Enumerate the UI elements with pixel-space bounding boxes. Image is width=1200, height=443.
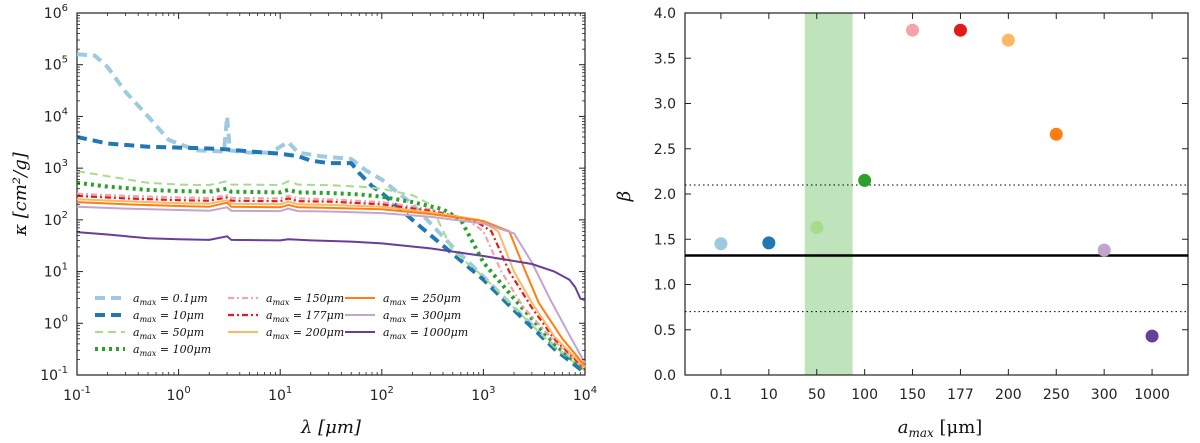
kappa-y-ticks: 10-1 100 101 102 103 104 105 106 [40,3,585,384]
kappa-legend: amax = 0.1μm amax = 10μm amax = 50μm amax =… [95,292,468,358]
beta-points-group [714,23,1159,343]
kappa-y-tick-label: 101 [44,262,68,281]
kappa-y-tick-label: 104 [44,106,68,125]
beta-y-axis-label: β [614,191,635,202]
kappa-series-group [76,52,587,375]
beta-y-tick-label: 0.5 [654,323,676,339]
beta-x-tick-label: 50 [808,387,826,403]
beta-x-tick-label: 10 [760,387,778,403]
beta-y-tick-label: 1.5 [654,232,676,248]
kappa-series-line-8 [76,205,586,364]
kappa-y-axis-label: κ [cm²/g] [10,151,31,237]
kappa-x-axis-label: λ [μm] [300,417,362,438]
beta-x-tick-label: 177 [947,387,974,403]
beta-x-label-sub: max [908,426,934,440]
legend-label-5: amax = 177μm [266,309,344,324]
kappa-series-line-7 [76,201,586,367]
kappa-plot-frame [76,12,586,376]
kappa-x-tick-label: 104 [573,385,597,404]
beta-y-tick-label: 3.0 [654,97,676,113]
beta-x-tick-label: 250 [1043,387,1070,403]
beta-x-axis-label: amax [μm] [898,417,983,440]
legend-label-0: amax = 0.1μm [133,292,208,307]
beta-plot-frame [684,12,1189,376]
beta-point-1000 [1145,329,1159,343]
kappa-series-line-9 [76,231,586,302]
beta-point-50 [810,220,824,234]
legend-label-6: amax = 200μm [266,326,344,341]
kappa-y-tick-label: 106 [44,3,68,22]
beta-y-tick-label: 0.0 [654,368,676,384]
beta-y-tick-label: 3.5 [654,51,676,67]
legend-label-8: amax = 300μm [383,309,461,324]
beta-reference-lines [685,184,1188,313]
beta-x-label-suffix: [μm] [934,417,983,438]
kappa-series-line-1 [76,135,587,375]
beta-point-200 [1001,33,1015,47]
kappa-series-line-2 [76,170,586,372]
beta-point-0.1 [714,237,728,251]
beta-x-tick-label: 300 [1091,387,1118,403]
kappa-x-ticks: 10-1 100 101 102 103 104 [63,13,597,404]
kappa-y-tick-label: 105 [44,55,68,74]
legend-label-2: amax = 50μm [133,326,204,341]
legend-label-3: amax = 100μm [133,343,211,358]
kappa-series-line-4 [76,192,586,370]
beta-x-tick-label: 200 [995,387,1022,403]
beta-point-10 [762,236,776,250]
beta-x-ticks: 0.1 10 50 100 150 177 200 250 300 1000 [710,13,1170,403]
beta-point-300 [1097,243,1111,257]
kappa-panel: 10-1 100 101 102 103 104 10-11001011021031041… [10,3,597,438]
kappa-y-tick-label: 10-1 [40,365,68,384]
legend-label-9: amax = 1000μm [383,326,468,341]
beta-point-150 [906,23,920,37]
kappa-x-tick-label: 103 [471,385,495,404]
beta-x-tick-label: 1000 [1134,387,1170,403]
beta-y-ticks: 0.0 0.5 1.0 1.5 2.0 2.5 3.0 3.5 4.0 [654,6,1188,384]
kappa-y-tick-label: 102 [44,210,68,229]
kappa-x-tick-label: 102 [370,385,394,404]
beta-y-tick-label: 2.5 [654,142,676,158]
kappa-x-tick-label: 100 [166,385,190,404]
beta-x-label-prefix: a [898,417,909,438]
kappa-series-line-3 [76,180,587,373]
kappa-x-tick-label: 10-1 [63,385,91,404]
beta-y-tick-label: 2.0 [654,187,676,203]
legend-label-4: amax = 150μm [266,292,344,307]
beta-point-177 [953,23,967,37]
kappa-series-line-5 [76,194,586,370]
beta-x-tick-label: 150 [899,387,926,403]
kappa-y-tick-label: 103 [44,158,68,177]
beta-x-tick-label: 0.1 [710,387,732,403]
kappa-x-tick-label: 101 [268,385,292,404]
beta-point-100 [858,173,872,187]
beta-y-tick-label: 1.0 [654,278,676,294]
beta-panel: 0.1 10 50 100 150 177 200 250 300 1000 0.0 0.5 1.0 1… [614,6,1189,440]
beta-x-tick-label: 100 [851,387,878,403]
legend-label-7: amax = 250μm [383,292,461,307]
kappa-y-tick-label: 100 [44,313,68,332]
beta-point-250 [1049,127,1063,141]
beta-green-band [804,13,853,375]
beta-y-tick-label: 4.0 [654,6,676,22]
legend-label-1: amax = 10μm [133,309,204,324]
kappa-series-line-6 [76,198,586,369]
